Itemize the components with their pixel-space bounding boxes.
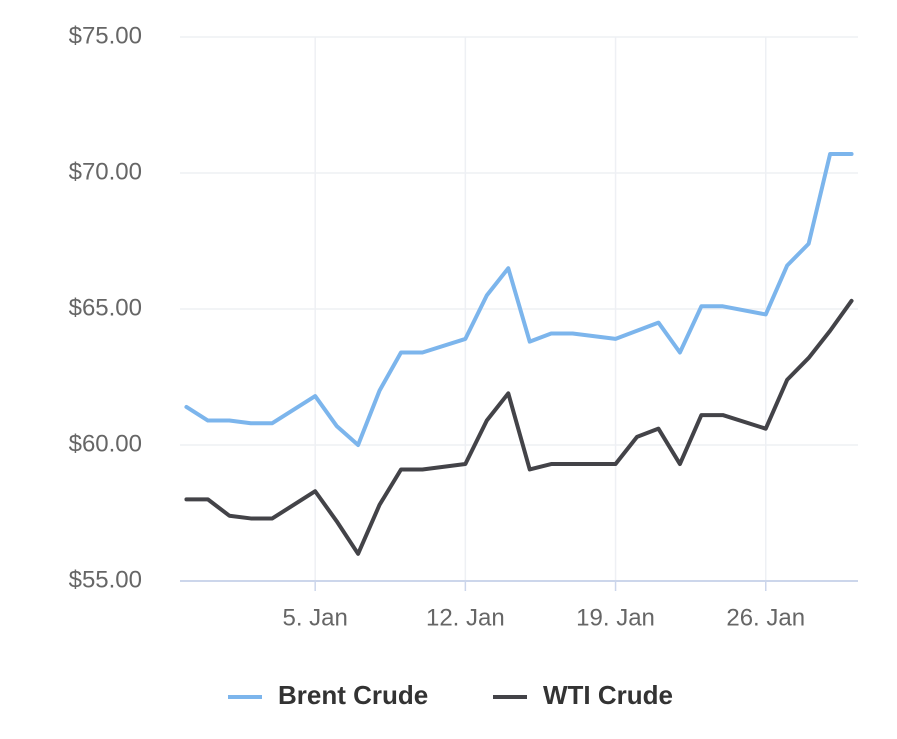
legend-label[interactable]: Brent Crude — [278, 680, 428, 710]
y-tick-label: $60.00 — [69, 430, 142, 457]
legend-label[interactable]: WTI Crude — [543, 680, 673, 710]
y-tick-label: $70.00 — [69, 158, 142, 185]
y-tick-label: $65.00 — [69, 294, 142, 321]
series-line — [184, 151, 854, 447]
x-tick-label: 12. Jan — [426, 604, 505, 631]
x-tick-label: 19. Jan — [576, 604, 655, 631]
x-tick-label: 26. Jan — [726, 604, 805, 631]
y-tick-label: $75.00 — [69, 22, 142, 49]
y-tick-label: $55.00 — [69, 566, 142, 593]
series-line — [184, 298, 854, 556]
x-tick-label: 5. Jan — [282, 604, 347, 631]
